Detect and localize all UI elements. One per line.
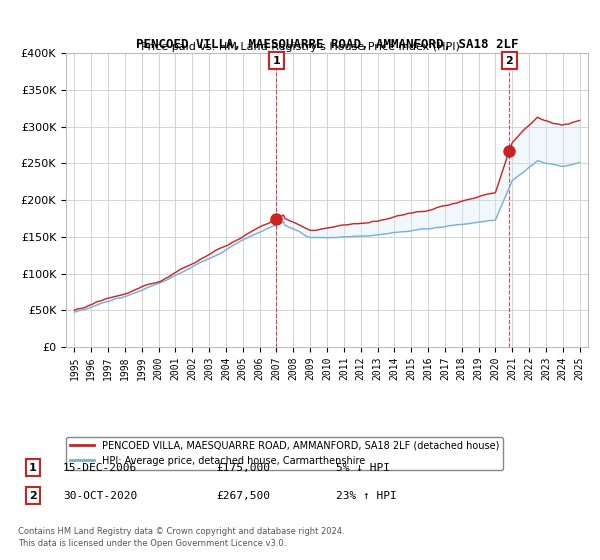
Text: 1: 1 bbox=[29, 463, 37, 473]
Text: 2: 2 bbox=[505, 55, 513, 66]
Legend: PENCOED VILLA, MAESQUARRE ROAD, AMMANFORD, SA18 2LF (detached house), HPI: Avera: PENCOED VILLA, MAESQUARRE ROAD, AMMANFOR… bbox=[66, 437, 503, 469]
Text: 1: 1 bbox=[272, 55, 280, 66]
Text: This data is licensed under the Open Government Licence v3.0.: This data is licensed under the Open Gov… bbox=[18, 539, 286, 548]
Title: PENCOED VILLA, MAESQUARRE ROAD, AMMANFORD, SA18 2LF: PENCOED VILLA, MAESQUARRE ROAD, AMMANFOR… bbox=[136, 38, 518, 50]
Text: 2: 2 bbox=[29, 491, 37, 501]
Text: £175,000: £175,000 bbox=[216, 463, 270, 473]
Text: Contains HM Land Registry data © Crown copyright and database right 2024.: Contains HM Land Registry data © Crown c… bbox=[18, 528, 344, 536]
Text: 5% ↓ HPI: 5% ↓ HPI bbox=[336, 463, 390, 473]
Text: £267,500: £267,500 bbox=[216, 491, 270, 501]
Text: 15-DEC-2006: 15-DEC-2006 bbox=[63, 463, 137, 473]
Text: 30-OCT-2020: 30-OCT-2020 bbox=[63, 491, 137, 501]
Text: 23% ↑ HPI: 23% ↑ HPI bbox=[336, 491, 397, 501]
Text: Price paid vs. HM Land Registry's House Price Index (HPI): Price paid vs. HM Land Registry's House … bbox=[140, 42, 460, 52]
